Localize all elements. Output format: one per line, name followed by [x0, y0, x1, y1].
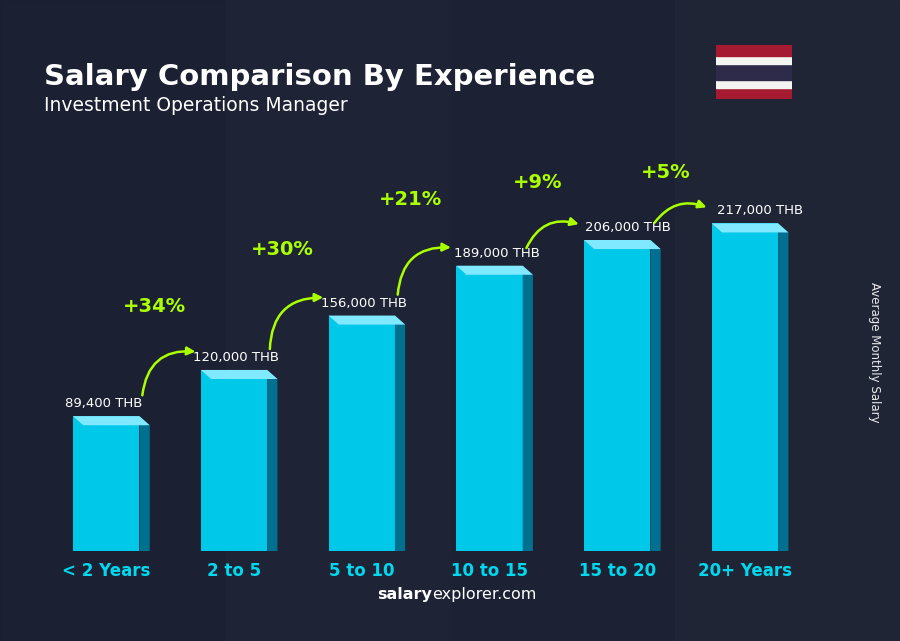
Text: +9%: +9% [513, 173, 562, 192]
Bar [716, 88, 792, 99]
Text: 156,000 THB: 156,000 THB [321, 297, 407, 310]
Bar [716, 56, 792, 64]
Polygon shape [456, 265, 533, 275]
Polygon shape [712, 223, 778, 551]
Polygon shape [584, 240, 651, 551]
Polygon shape [395, 315, 405, 560]
Text: Salary Comparison By Experience: Salary Comparison By Experience [44, 63, 595, 90]
Polygon shape [778, 223, 788, 560]
Polygon shape [712, 223, 788, 233]
Text: +30%: +30% [251, 240, 314, 258]
Bar [716, 45, 792, 56]
Text: salary: salary [377, 587, 432, 602]
Text: Investment Operations Manager: Investment Operations Manager [44, 96, 347, 115]
Polygon shape [328, 315, 405, 324]
Polygon shape [201, 370, 277, 379]
Text: 189,000 THB: 189,000 THB [454, 247, 540, 260]
Polygon shape [201, 370, 267, 551]
Polygon shape [584, 240, 661, 249]
Text: +5%: +5% [641, 163, 690, 181]
Bar [716, 64, 792, 80]
Text: 89,400 THB: 89,400 THB [66, 397, 143, 410]
Text: explorer.com: explorer.com [432, 587, 536, 602]
Polygon shape [651, 240, 661, 560]
Polygon shape [267, 370, 277, 560]
Polygon shape [73, 416, 140, 551]
Polygon shape [456, 265, 523, 551]
Polygon shape [140, 416, 149, 560]
Polygon shape [328, 315, 395, 551]
Polygon shape [73, 416, 149, 425]
Text: 217,000 THB: 217,000 THB [717, 204, 803, 217]
Text: Average Monthly Salary: Average Monthly Salary [868, 282, 881, 423]
Text: 120,000 THB: 120,000 THB [194, 351, 279, 364]
Bar [716, 80, 792, 88]
Polygon shape [523, 265, 533, 560]
Text: +21%: +21% [379, 190, 442, 209]
Text: +34%: +34% [123, 297, 186, 316]
Text: 206,000 THB: 206,000 THB [585, 221, 671, 234]
